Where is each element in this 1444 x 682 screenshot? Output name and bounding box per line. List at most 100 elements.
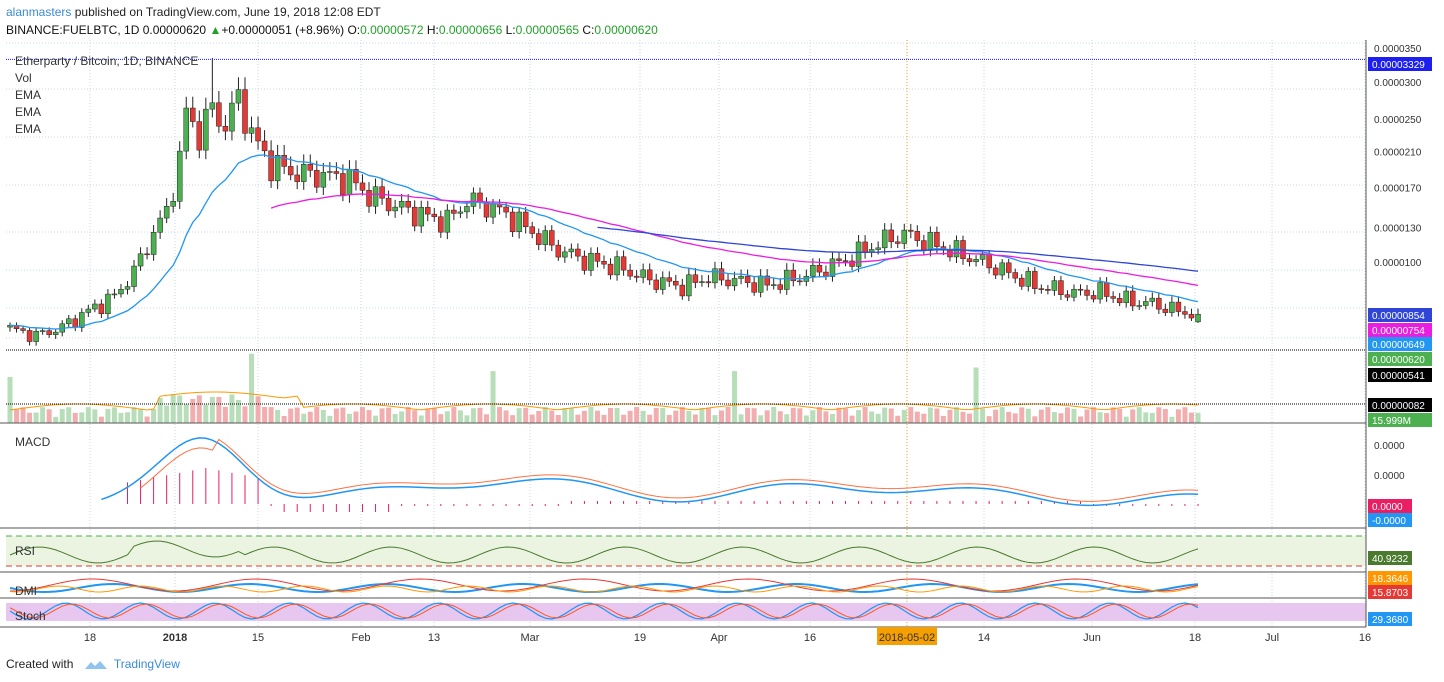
indicator-badge-label: 0.0000 [1372,502,1403,513]
volume-bar [490,371,496,423]
dmi-label: DMI [15,584,37,598]
volume-bar [777,411,783,423]
macd-tick: 0.0000 [1374,441,1405,452]
volume-bar [386,407,392,423]
candle-body [1162,308,1169,313]
volume-bar [634,407,640,423]
candle-body [894,241,901,244]
volume-bar [98,416,104,423]
candle-body [601,261,607,265]
candle-body [431,213,438,217]
chart-grid [6,40,1366,627]
volume-bar [1006,411,1012,423]
open-label: O: [347,23,361,37]
candle-body [1156,297,1162,310]
volume-bar [451,407,457,423]
price-change: +0.00000051 (+8.96%) [221,23,345,37]
volume-bar [503,410,509,423]
volume-bar [745,407,751,423]
candle-body [973,259,979,262]
tradingview-link[interactable]: TradingView [113,657,180,671]
indicator-badge-label: 15.8703 [1372,588,1409,599]
close-label: C: [582,23,595,37]
volume-bar [908,407,914,423]
volume-bar [1051,412,1057,423]
candle-body [1169,301,1175,313]
candle-body [46,330,52,335]
candle-body [353,169,359,184]
time-tick: Apr [710,632,727,644]
volume-bar [294,407,300,423]
candle-body [542,230,549,245]
candle-body [314,170,320,188]
volume-bar [1110,407,1116,423]
volume-bar [784,414,790,423]
candle-body [607,263,614,276]
volume-bar [640,410,646,423]
candle-body [855,241,862,267]
candle-body [65,318,72,325]
time-tick: 14 [978,632,990,644]
volume-bar [477,407,483,423]
candle-body [150,232,157,255]
volume-bar [366,410,372,423]
volume-bar [797,408,803,423]
stoch-band [6,603,1366,621]
candle-body [20,328,26,331]
candle-body [712,268,718,284]
candle-body [372,186,379,207]
price-chart[interactable]: 0.00003500.00003000.00002500.00002100.00… [0,40,1444,650]
candle-body [888,229,894,243]
volume-bar [373,415,379,423]
volume-bar [594,410,600,423]
volume-bar [790,407,796,423]
volume-bar [444,411,450,423]
volume-bar [947,409,953,423]
high-value: 0.00000656 [438,23,503,37]
volume-bar [581,410,587,423]
price-tick: 0.0000100 [1374,258,1422,269]
indicator-badge-label: 18.3646 [1372,574,1409,585]
candle-body [255,127,261,142]
volume-bar [575,414,581,423]
volume-bar [405,407,411,423]
candle-body [385,197,392,212]
candle-body [85,308,92,313]
stoch-band-fill [6,603,1366,621]
stoch-label: Stoch [15,609,46,623]
candle-body [72,318,79,328]
candle-body [1129,290,1136,307]
volume-bar [92,409,98,423]
candle-body [222,125,229,132]
indicator-lines [6,58,1366,620]
candle-body [718,268,725,281]
candle-body [529,226,535,234]
volume-bar [307,411,313,423]
candle-body [1149,297,1156,302]
candle-body [777,284,783,290]
price-badge-label: 0.00000082 [1372,401,1425,412]
volume-bar [751,408,757,423]
volume-bar [66,407,72,423]
signal-line [140,438,1199,502]
volume-bar [353,411,359,423]
candle-body [1025,271,1032,287]
candle-body [999,262,1005,276]
candle-body [229,102,235,132]
candle-body [862,241,868,253]
volume-bar [1045,407,1051,423]
volume-bar [1058,413,1064,423]
volume-bar [457,410,463,423]
volume-ma-line [9,391,1199,411]
volume-bar [758,415,764,423]
volume-bar [209,396,215,423]
volume-bar [940,415,946,423]
volume-bar [608,408,614,423]
volume-bar [333,408,339,423]
candle-body [144,253,150,256]
author-link[interactable]: alanmasters [6,5,72,19]
candle-body [438,216,444,233]
candle-body [966,258,973,262]
volume-bar [1038,409,1044,423]
volume-bar [314,407,320,423]
